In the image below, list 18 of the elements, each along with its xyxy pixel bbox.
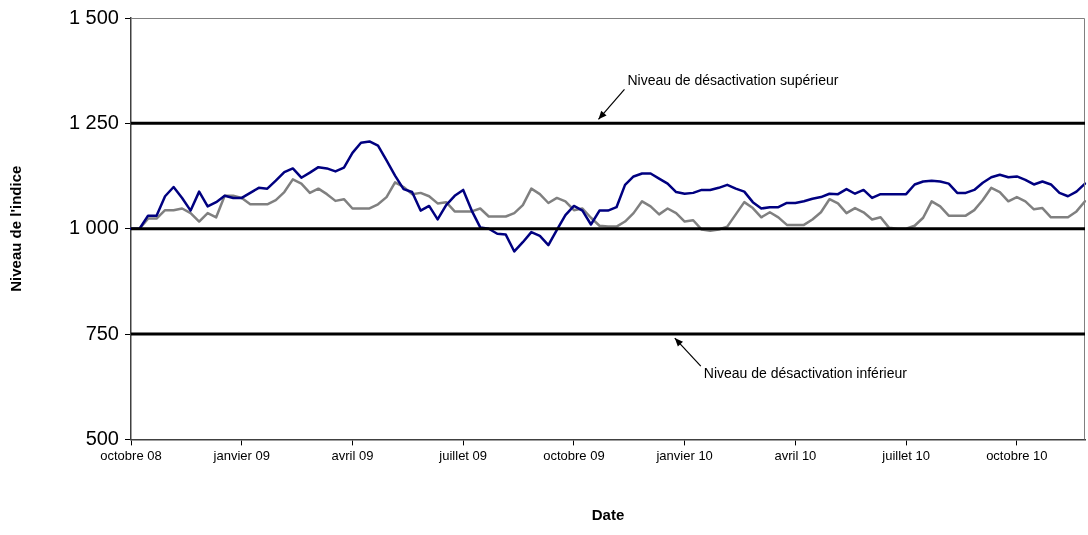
y-tick-label: 1 250 — [68, 110, 119, 133]
x-axis-title: Date — [591, 506, 625, 524]
x-tick-label: juillet 10 — [881, 447, 930, 463]
y-tick-label: 500 — [85, 426, 119, 449]
x-tick-label: janvier 09 — [212, 447, 270, 463]
ref-line-label: Niveau de désactivation supérieur — [627, 72, 839, 89]
x-tick-label: octobre 08 — [100, 447, 162, 463]
y-axis-title: Niveau de l'indice — [7, 165, 25, 292]
y-tick-label: 1 500 — [68, 5, 119, 28]
y-tick-label: 1 000 — [68, 216, 119, 239]
x-tick-label: juillet 09 — [438, 447, 488, 463]
x-tick-label: avril 10 — [774, 447, 817, 463]
x-tick-label: janvier 10 — [655, 447, 713, 463]
x-tick-label: octobre 10 — [986, 447, 1048, 463]
x-tick-label: avril 09 — [331, 447, 374, 463]
y-tick-label: 750 — [85, 321, 119, 344]
ref-line-label: Niveau de désactivation inférieur — [703, 364, 908, 381]
x-tick-label: octobre 09 — [543, 447, 605, 463]
